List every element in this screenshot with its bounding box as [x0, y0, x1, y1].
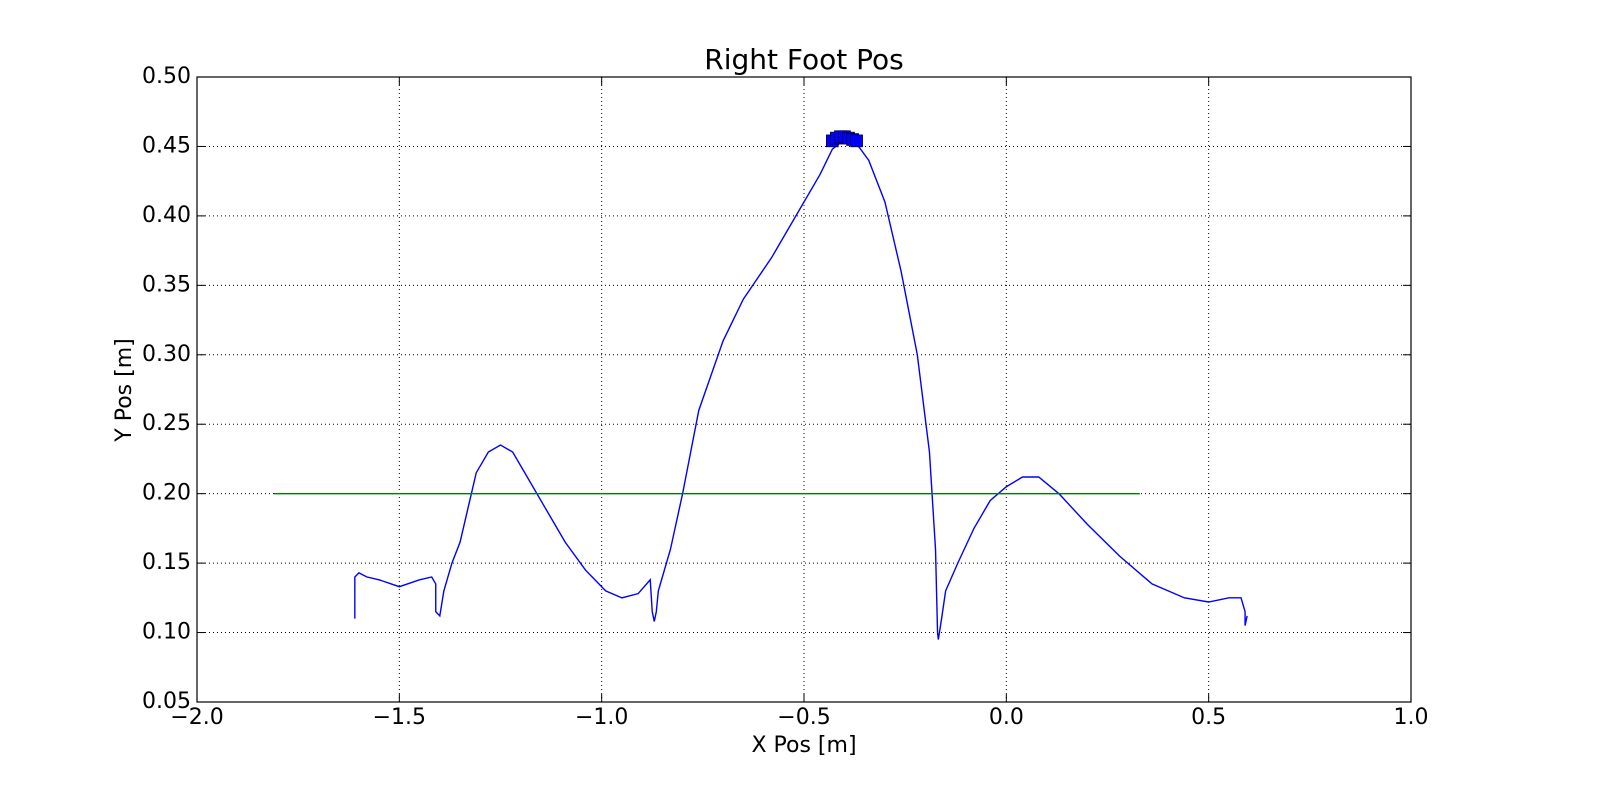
y-tick-label: 0.20: [142, 481, 191, 506]
x-tick-label: −1.0: [575, 705, 628, 730]
x-tick-label: −1.5: [373, 705, 426, 730]
y-tick-label: 0.15: [142, 550, 191, 575]
marker: [850, 134, 863, 148]
x-tick-label: 0.5: [1191, 705, 1226, 730]
y-tick-label: 0.05: [142, 689, 191, 714]
y-tick-label: 0.40: [142, 203, 191, 228]
plot-frame: [196, 76, 1412, 703]
y-tick-label: 0.35: [142, 272, 191, 297]
data-line: [354, 138, 1248, 640]
x-tick-label: −0.5: [777, 705, 830, 730]
chart-title: Right Foot Pos: [704, 43, 904, 76]
x-axis-label: X Pos [m]: [751, 733, 856, 758]
x-tick-label: −2.0: [170, 705, 223, 730]
y-tick-label: 0.30: [142, 342, 191, 367]
x-tick-label: 0.0: [989, 705, 1024, 730]
y-tick-label: 0.45: [142, 133, 191, 158]
x-tick-label: 1.0: [1394, 705, 1429, 730]
y-tick-label: 0.50: [142, 64, 191, 89]
y-tick-label: 0.25: [142, 411, 191, 436]
y-axis-label: Y Pos [m]: [112, 338, 137, 442]
y-tick-label: 0.10: [142, 620, 191, 645]
